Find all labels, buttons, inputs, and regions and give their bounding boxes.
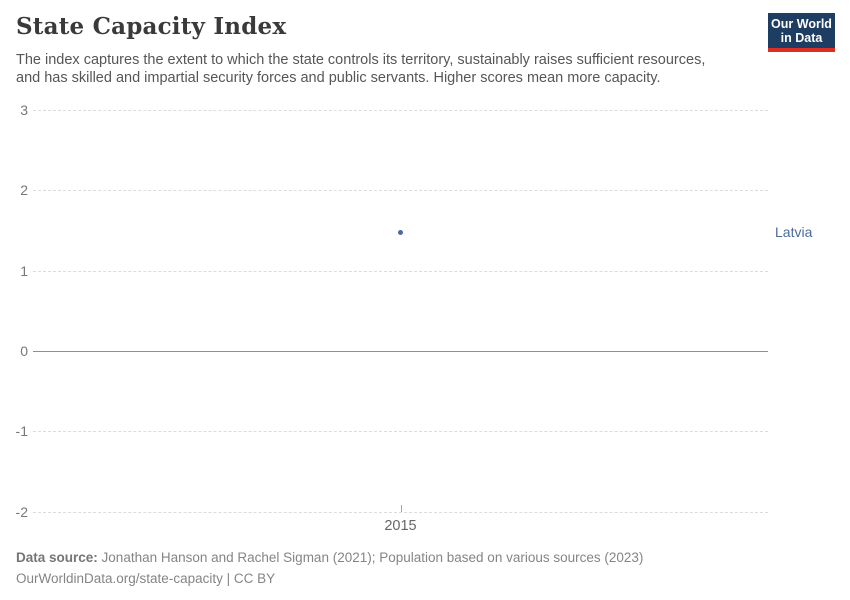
y-tick-label: 0 — [20, 342, 28, 359]
zero-gridline — [33, 350, 768, 352]
license-separator: | — [226, 571, 231, 586]
data-source-line: Data source: Jonathan Hanson and Rachel … — [16, 547, 643, 568]
gridline — [33, 270, 768, 272]
owid-logo-line2: in Data — [780, 30, 823, 45]
y-tick-label: 1 — [20, 262, 28, 279]
x-tick-label: 2015 — [384, 517, 417, 534]
owid-logo-line1: Our World — [771, 16, 832, 31]
x-tick-mark — [400, 504, 402, 512]
chart-subtitle: The index captures the extent to which t… — [16, 52, 705, 87]
entity-label-latvia[interactable]: Latvia — [775, 224, 813, 241]
y-tick-label: 2 — [20, 182, 28, 199]
data-source-label: Data source: — [16, 550, 98, 565]
y-tick-label: -1 — [15, 423, 28, 440]
chart-title: State Capacity Index — [16, 13, 287, 40]
chart-footer: Data source: Jonathan Hanson and Rachel … — [16, 547, 643, 589]
chart-subtitle-line2: and has skilled and impartial security f… — [16, 69, 661, 86]
y-tick-label: -2 — [15, 503, 28, 520]
gridline — [33, 110, 768, 111]
gridline — [33, 511, 768, 513]
chart-subtitle-line1: The index captures the extent to which t… — [16, 52, 706, 68]
license-text: CC BY — [233, 571, 276, 586]
y-tick-label: 3 — [20, 102, 28, 118]
license-line: OurWorldinData.org/state-capacity | CC B… — [16, 568, 643, 589]
gridline — [33, 431, 768, 433]
data-point-latvia[interactable] — [398, 229, 403, 235]
data-source-text: Jonathan Hanson and Rachel Sigman (2021)… — [101, 550, 644, 565]
owid-logo[interactable]: Our World in Data — [768, 13, 835, 52]
gridline — [33, 190, 768, 192]
canonical-url-link[interactable]: OurWorldinData.org/state-capacity — [16, 571, 223, 586]
